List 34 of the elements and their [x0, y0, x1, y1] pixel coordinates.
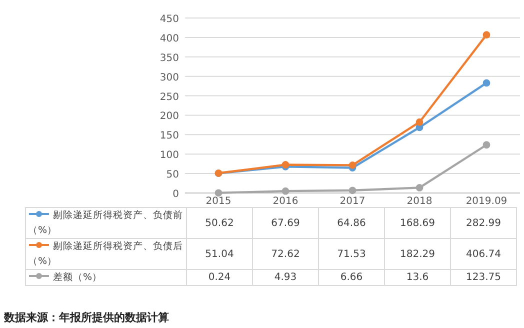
y-tick-label: 250 — [160, 92, 179, 103]
data-label: 72.62 — [252, 238, 318, 270]
y-tick-label: 100 — [160, 150, 179, 162]
x-tick-label: 2019.09 — [466, 196, 508, 207]
source-note: 数据来源：年报所提供的数据计算 — [4, 310, 169, 325]
data-label: 6.66 — [318, 270, 384, 286]
data-label: 282.99 — [450, 208, 516, 238]
data-label: 168.69 — [384, 208, 450, 238]
data-label: 71.53 — [318, 238, 384, 270]
data-label: 67.69 — [252, 208, 318, 238]
y-tick-label: 450 — [160, 14, 179, 25]
data-label: 4.93 — [252, 270, 318, 286]
data-label: 123.75 — [450, 270, 516, 286]
legend-label: 剔除递延所得税资产、负债后（%） — [28, 241, 183, 267]
y-tick-label: 350 — [160, 52, 179, 64]
data-label: 406.74 — [450, 238, 516, 270]
y-tick-label: 300 — [160, 72, 179, 84]
data-label: 64.86 — [318, 208, 384, 238]
y-tick-label: 0 — [172, 189, 179, 200]
legend-label: 剔除递延所得税资产、负债前（%） — [28, 210, 183, 236]
data-label: 0.24 — [186, 270, 252, 286]
y-tick-label: 150 — [160, 130, 179, 142]
y-tick-label: 200 — [160, 111, 179, 122]
x-tick-label: 2016 — [272, 196, 298, 207]
y-tick-label: 50 — [166, 170, 179, 181]
data-label: 182.29 — [384, 238, 450, 270]
x-tick-label: 2015 — [206, 196, 232, 207]
x-tick-label: 2018 — [406, 196, 432, 207]
legend-label: 差额（%） — [53, 272, 102, 283]
x-tick-label: 2017 — [340, 196, 366, 207]
data-label: 51.04 — [186, 238, 252, 270]
data-label: 13.6 — [384, 270, 450, 286]
y-tick-label: 400 — [160, 33, 179, 44]
data-label: 50.62 — [186, 208, 252, 238]
